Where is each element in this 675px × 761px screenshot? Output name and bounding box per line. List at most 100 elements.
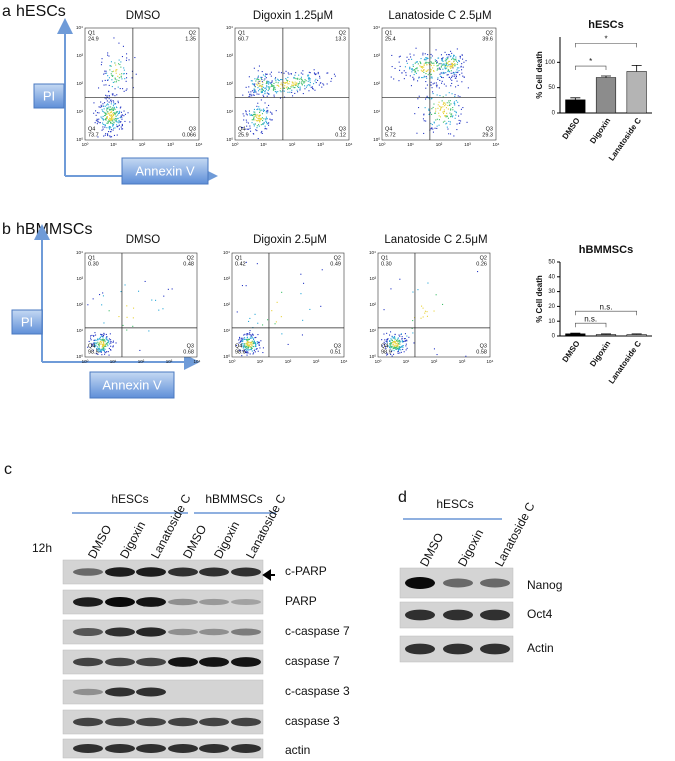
flow-event <box>445 107 447 109</box>
quadrant-name: Q3 <box>480 343 487 349</box>
flow-event <box>102 335 104 337</box>
flow-event <box>276 301 278 303</box>
flow-event <box>292 82 294 84</box>
flow-event <box>458 115 460 117</box>
flow-event <box>245 111 247 113</box>
flow-event <box>430 57 432 59</box>
flow-event <box>104 126 106 128</box>
axis-label-box <box>89 371 175 399</box>
flow-event <box>281 85 283 87</box>
flow-event <box>105 119 107 121</box>
flow-event <box>113 117 115 119</box>
quadrant-percent: 0.30 <box>88 261 99 267</box>
flow-event <box>104 97 106 99</box>
lane-label: Digoxin <box>117 519 148 561</box>
flow-event <box>440 72 442 74</box>
quadrant-name: Q2 <box>187 255 194 261</box>
flow-event <box>413 54 415 56</box>
flow-event <box>300 82 302 84</box>
flow-event <box>436 118 438 120</box>
flow-event <box>431 77 433 79</box>
flow-event <box>286 86 288 88</box>
flow-event <box>113 101 115 103</box>
flow-y-tick: 10¹ <box>223 328 230 333</box>
flow-event <box>452 67 454 69</box>
flow-event <box>109 349 111 351</box>
quadrant-percent: 39.6 <box>482 36 493 42</box>
flow-event <box>450 63 452 65</box>
quadrant-percent: 98.5 <box>88 349 99 355</box>
flow-event <box>106 117 108 119</box>
flow-event <box>301 83 303 85</box>
flow-event <box>109 136 111 138</box>
flow-event <box>447 64 449 66</box>
flow-event <box>123 69 125 71</box>
flow-event <box>315 74 317 76</box>
flow-event <box>97 341 99 343</box>
flow-event <box>389 334 391 336</box>
flow-event <box>245 119 247 121</box>
flow-event <box>438 101 440 103</box>
flow-event <box>101 348 103 350</box>
flow-event <box>441 80 443 82</box>
flow-event <box>459 55 461 57</box>
flow-event <box>456 67 458 69</box>
flow-event <box>455 77 457 79</box>
quadrant-percent: 0.30 <box>381 261 392 267</box>
flow-event <box>304 85 306 87</box>
flow-event <box>418 107 420 109</box>
flow-event <box>268 93 270 95</box>
flow-event <box>261 113 263 115</box>
flow-event <box>91 345 93 347</box>
flow-event <box>96 343 98 345</box>
flow-event <box>415 72 417 74</box>
flow-event <box>112 94 114 96</box>
flow-event <box>434 59 436 61</box>
significance-label: n.s. <box>600 302 613 311</box>
flow-event <box>437 67 439 69</box>
flow-event <box>439 109 441 111</box>
flow-event <box>101 80 103 82</box>
flow-event <box>107 111 109 113</box>
flow-event <box>131 77 133 79</box>
flow-event <box>460 66 462 68</box>
flow-event <box>259 121 261 123</box>
flow-event <box>385 346 387 348</box>
blot-band <box>105 567 135 577</box>
flow-event <box>267 319 269 321</box>
blot-band <box>443 609 473 621</box>
flow-event <box>94 342 96 344</box>
flow-event <box>393 345 395 347</box>
flow-event <box>260 85 262 87</box>
flow-event <box>109 109 111 111</box>
flow-event <box>453 64 455 66</box>
flow-event <box>107 54 109 56</box>
blot-band <box>105 744 135 753</box>
flow-event <box>309 85 311 87</box>
flow-event <box>111 115 113 117</box>
flow-event <box>462 58 464 60</box>
flow-event <box>274 78 276 80</box>
flow-event <box>417 70 419 72</box>
flow-event <box>295 78 297 80</box>
flow-x-tick: 10² <box>285 359 292 364</box>
flow-event <box>252 345 254 347</box>
flow-event <box>385 340 387 342</box>
flow-event <box>393 350 395 352</box>
flow-event <box>381 345 383 347</box>
flow-event <box>256 114 258 116</box>
flow-event <box>291 84 293 86</box>
flow-event <box>117 86 119 88</box>
panel-label: b <box>2 221 11 238</box>
flow-event <box>461 69 463 71</box>
flow-event <box>283 87 285 89</box>
flow-event <box>460 108 462 110</box>
flow-event <box>100 341 102 343</box>
flow-event <box>111 117 113 119</box>
flow-event <box>438 67 440 69</box>
flow-event <box>455 56 457 58</box>
flow-event <box>438 119 440 121</box>
flow-event <box>289 88 291 90</box>
blot-band <box>73 744 103 753</box>
quadrant-name: Q4 <box>238 126 245 132</box>
